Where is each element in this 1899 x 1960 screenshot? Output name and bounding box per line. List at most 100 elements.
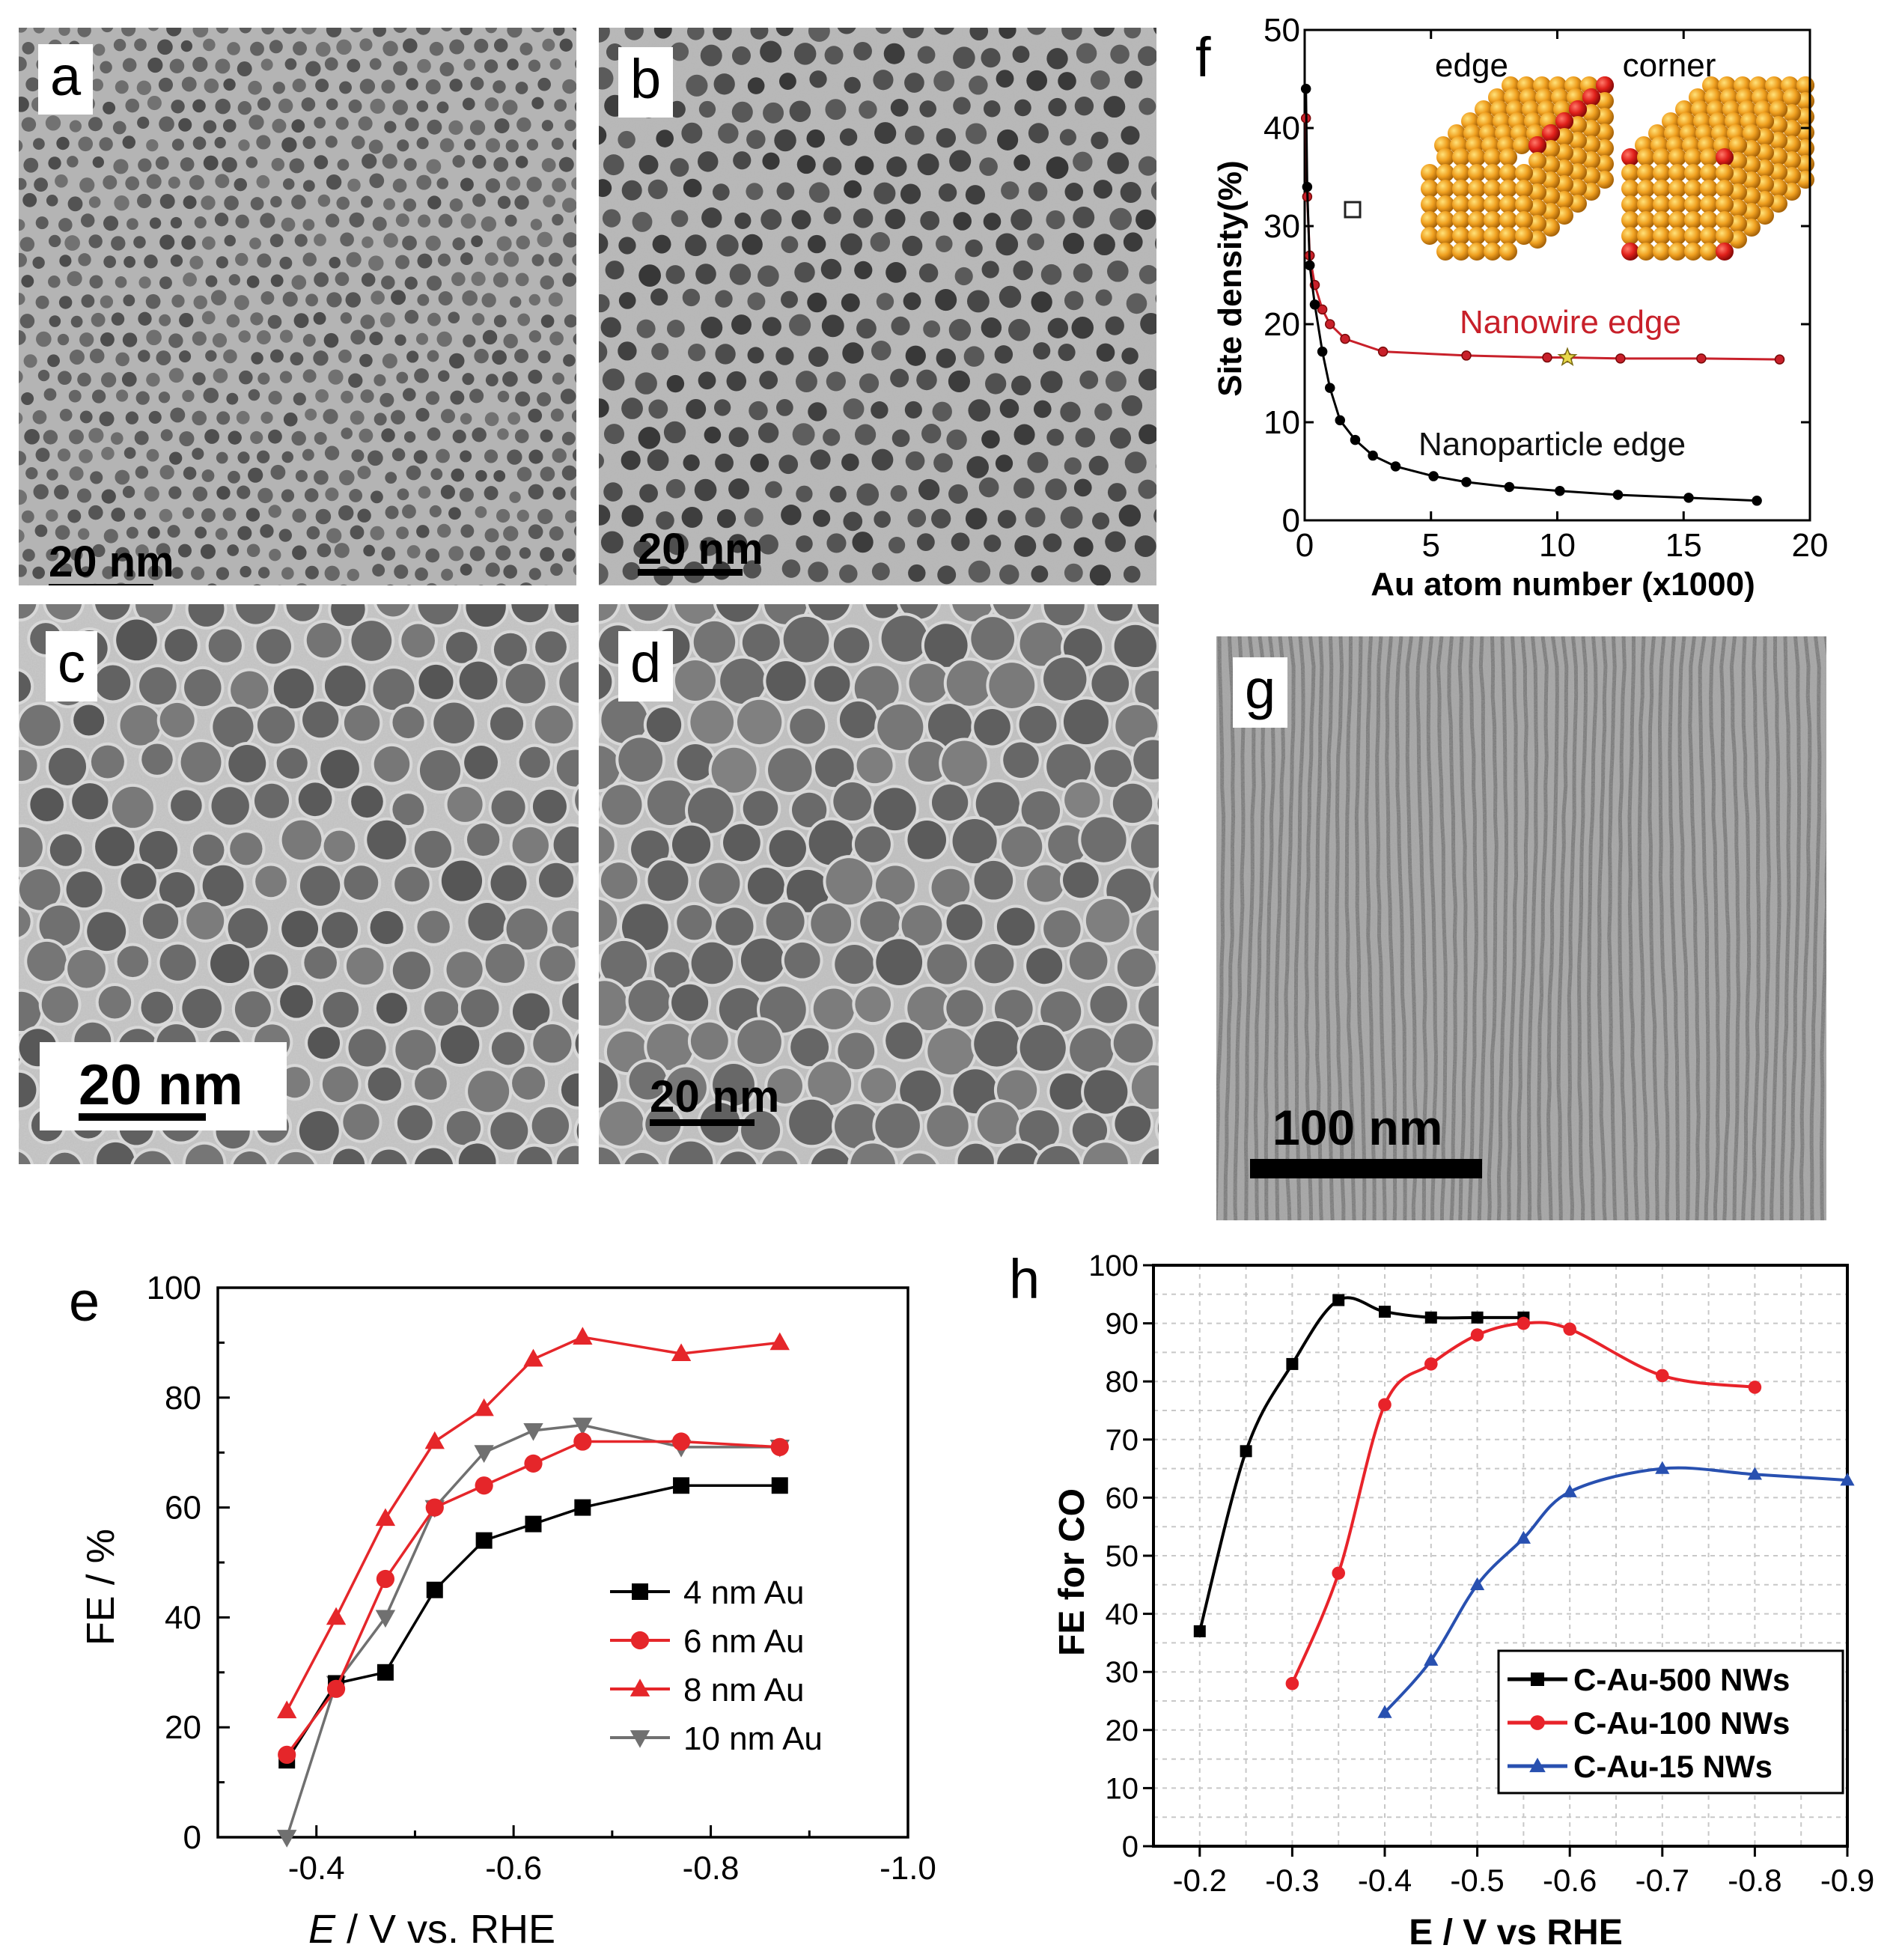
chart-f-star-marker <box>1557 347 1578 366</box>
nanoparticle <box>369 173 385 189</box>
nanoparticle <box>806 129 825 148</box>
nanoparticle <box>257 372 270 385</box>
chart-h-xtick-label: -0.2 <box>1173 1863 1227 1898</box>
nanoparticle <box>629 1062 667 1100</box>
nanoparticle <box>39 905 80 946</box>
nanoparticle <box>1012 46 1030 63</box>
nanoparticle <box>485 28 498 34</box>
tem-image-d: d 20 nm <box>599 604 1159 1164</box>
nanoparticle <box>993 604 1031 619</box>
nanoparticle <box>147 526 160 539</box>
nanoparticle <box>67 196 83 212</box>
nanoparticle <box>999 564 1019 585</box>
nanoparticle <box>166 28 182 37</box>
chart-f-point-1 <box>1335 415 1345 426</box>
nanoparticle <box>1070 1028 1114 1072</box>
nanoparticle <box>227 544 240 556</box>
nanoparticle <box>599 663 612 700</box>
nanoparticle <box>796 535 813 553</box>
nanoparticle <box>281 137 297 153</box>
nanoparticle <box>1059 129 1076 146</box>
nanoparticle <box>192 136 207 150</box>
nanoparticle <box>418 664 454 699</box>
nanoparticle <box>89 348 105 364</box>
nanoparticle <box>549 58 561 70</box>
nanoparticle <box>844 180 862 198</box>
nanoparticle <box>599 826 615 864</box>
atom-sphere <box>1596 108 1614 126</box>
nanoparticle <box>177 544 192 558</box>
chart-e-xlabel: E / V vs. RHE <box>308 1907 555 1952</box>
nanoparticle <box>112 786 153 828</box>
nanoparticle <box>192 834 225 866</box>
nanoparticle <box>146 329 162 346</box>
nanoparticle <box>1141 1148 1159 1164</box>
atom-sphere <box>1542 219 1560 237</box>
scale-bar-text-a: 20 nm <box>49 538 174 585</box>
nanoparticle <box>183 195 197 210</box>
nanoparticle <box>1153 870 1159 898</box>
chart-e-legend-marker-1 <box>630 1631 650 1650</box>
inset-label-corner: corner <box>1623 47 1716 84</box>
nanoparticle <box>916 533 935 552</box>
nanoparticle <box>78 136 94 152</box>
nanoparticle <box>324 565 340 581</box>
nanoparticle <box>968 560 991 583</box>
nanoparticle <box>808 182 830 203</box>
chart-f-point-0 <box>1325 319 1335 329</box>
nanoparticle <box>359 428 374 443</box>
nanoparticle <box>665 1067 707 1109</box>
chart-e-point-1 <box>326 1679 346 1698</box>
nanoparticle <box>171 100 185 114</box>
nanoparticle <box>1112 783 1153 824</box>
nanoparticle <box>19 252 27 267</box>
nanoparticle <box>681 506 703 529</box>
chart-f-point-1 <box>1300 83 1311 94</box>
nanoparticle <box>440 484 455 499</box>
atom-sphere <box>1555 112 1573 130</box>
nanoparticle <box>441 860 483 901</box>
chart-f-ylabel: Site density(%) <box>1212 160 1249 396</box>
nanoparticle <box>839 701 877 738</box>
nanoparticle <box>548 292 563 307</box>
nanoparticle <box>115 547 130 562</box>
nanoparticle <box>746 183 763 201</box>
nanoparticle <box>1109 427 1132 449</box>
nanoparticle <box>125 98 140 113</box>
panel-label-e: e <box>69 1270 100 1333</box>
nanoparticle <box>134 430 149 445</box>
nanoparticle <box>328 369 344 385</box>
nanoparticle <box>541 120 554 132</box>
atom-sphere <box>1729 199 1747 217</box>
nanoparticle <box>21 275 34 287</box>
nanoparticle <box>133 236 146 249</box>
nanoparticle <box>1060 401 1081 423</box>
nanoparticle <box>512 993 550 1031</box>
nanoparticle <box>599 453 604 469</box>
chart-e-ytick-label: 80 <box>165 1380 201 1416</box>
nanoparticle <box>279 256 293 270</box>
nanoparticle <box>380 312 395 328</box>
nanoparticle <box>622 904 668 950</box>
atom-sphere <box>1542 203 1560 221</box>
nanoparticle <box>484 412 499 427</box>
nanoparticle <box>381 547 396 561</box>
nanoparticle <box>222 119 237 133</box>
nanoparticle <box>324 666 366 707</box>
nanoparticle <box>999 28 1016 39</box>
nanoparticle <box>253 584 261 585</box>
chart-h-fe-for-co: FE for CO E / V vs RHE -0.2 -0.3 -0.4 -0.5-… <box>1052 1250 1874 1953</box>
chart-e-point-0 <box>426 1581 443 1598</box>
nanoparticle <box>624 1152 659 1164</box>
nanoparticle <box>372 564 385 577</box>
nanoparticle <box>343 1104 380 1140</box>
nanoparticle <box>463 334 476 347</box>
nanoparticle <box>194 216 207 229</box>
nanoparticle <box>350 410 365 425</box>
nanoparticle <box>426 276 442 291</box>
nanoparticle <box>638 155 659 175</box>
chart-e-point-0 <box>574 1499 591 1516</box>
nanoparticle <box>1120 181 1141 204</box>
chart-e-legend-label-0: 4 nm Au <box>683 1574 804 1611</box>
nanoparticle <box>932 401 952 422</box>
